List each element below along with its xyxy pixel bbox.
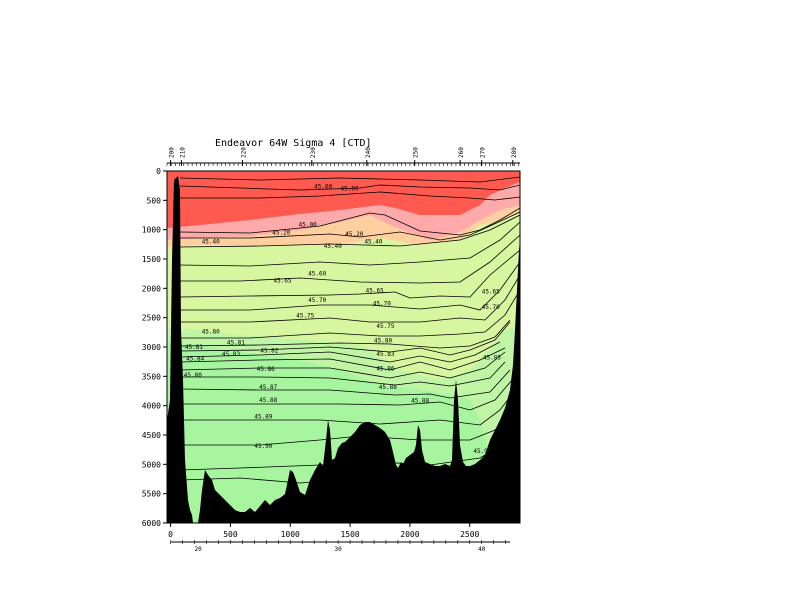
contour-label: 45.88: [379, 384, 397, 391]
station-label: 200: [169, 147, 176, 158]
station-label: 250: [413, 147, 420, 158]
contour-label: 45.65: [482, 289, 500, 296]
contour-label: 45.88: [259, 397, 277, 404]
contour-label: 45.86: [376, 365, 394, 372]
contour-label: 45.65: [273, 277, 291, 284]
contour-label: 45.00: [299, 222, 317, 229]
y-tick-label: 6000: [142, 519, 161, 528]
y-tick-label: 2000: [142, 284, 161, 293]
lat-axis: 20 30 40: [170, 540, 510, 553]
contour-label: 45.20: [272, 229, 290, 236]
y-tick-label: 5500: [142, 490, 161, 499]
y-tick-label: 1000: [142, 226, 161, 235]
contour-label: 45.81: [185, 344, 203, 351]
lat-label: 30: [334, 546, 342, 553]
station-label: 270: [480, 147, 487, 158]
contour-label: 45.87: [259, 384, 277, 391]
y-axis: 0 500 1000 1500 2000 2500 3000 3500 4000 4500 5000…: [142, 167, 167, 528]
contour-label: 45.90: [473, 448, 491, 455]
contour-label: 45.00: [341, 185, 359, 192]
y-tick-label: 500: [147, 196, 162, 205]
x-tick-label: 1500: [340, 530, 359, 539]
band-top: [167, 171, 520, 228]
contour-label: 45.70: [482, 304, 500, 311]
x-tick-label: 2000: [400, 530, 419, 539]
x-tick-label: 500: [223, 530, 238, 539]
contour-label: 45.83: [376, 351, 394, 358]
x-axis: 0 500 1000 1500 2000 2500: [168, 523, 480, 539]
x-tick-label: 0: [168, 530, 173, 539]
contour-label: 45.65: [366, 287, 384, 294]
y-tick-label: 5000: [142, 460, 161, 469]
contour-label: 45.86: [257, 366, 275, 373]
contour-label: 45.20: [345, 231, 363, 238]
station-label: 230: [310, 147, 317, 158]
contour-label: 45.75: [296, 313, 314, 320]
contour-label: 45.70: [308, 297, 326, 304]
contour-label: 45.85: [483, 354, 501, 361]
contour-label: 45.88: [411, 398, 429, 405]
station-label: 220: [240, 147, 247, 158]
y-tick-label: 2500: [142, 314, 161, 323]
lat-label: 40: [478, 546, 486, 553]
bathymetry: [167, 176, 520, 523]
contour-label: 45.80: [374, 337, 392, 344]
contour-label: 45.75: [376, 323, 394, 330]
station-label: 280: [511, 147, 518, 158]
contour-label: 45.82: [260, 347, 278, 354]
y-tick-label: 4000: [142, 402, 161, 411]
density-bands: [167, 171, 520, 523]
y-tick-label: 4500: [142, 431, 161, 440]
contour-label: 45.83: [222, 351, 240, 358]
contour-label: 45.70: [373, 300, 391, 307]
contour-label: 45.40: [324, 243, 342, 250]
contour-label: 45.80: [184, 372, 202, 379]
contour-label: 45.81: [227, 340, 245, 347]
contour-label: 45.89: [254, 414, 272, 421]
x-tick-label: 2500: [460, 530, 479, 539]
x-tick-label: 1000: [281, 530, 300, 539]
contour-label: 45.40: [202, 239, 220, 246]
y-tick-label: 1500: [142, 255, 161, 264]
y-tick-label: 0: [156, 167, 161, 176]
top-axis: 200 210 220 230 240 250 260 270 280: [166, 147, 520, 166]
station-label: 240: [365, 147, 372, 158]
y-tick-label: 3500: [142, 372, 161, 381]
chart-title: Endeavor 64W Sigma 4 [CTD]: [215, 138, 372, 149]
contour-label: 45.80: [202, 329, 220, 336]
station-label: 210: [179, 147, 186, 158]
contour-label: 45.60: [308, 270, 326, 277]
station-label: 260: [458, 147, 465, 158]
lat-label: 20: [194, 546, 202, 553]
contour-label: 45.40: [364, 239, 382, 246]
contour-lines: [179, 176, 520, 484]
contour-label: 45.90: [254, 443, 272, 450]
y-tick-label: 3000: [142, 343, 161, 352]
contour-label: 45.00: [314, 184, 332, 191]
contour-label: 45.84: [186, 355, 204, 362]
